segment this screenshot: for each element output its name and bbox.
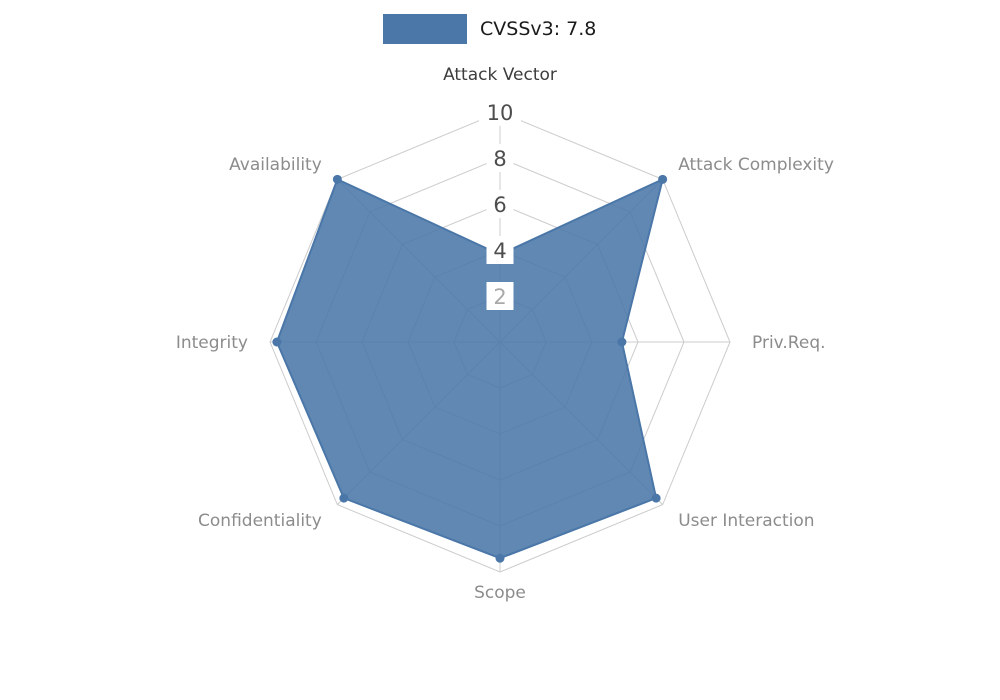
axis-label-availability: Availability xyxy=(229,155,322,175)
tick-label-bg xyxy=(486,282,514,310)
tick-label-bg xyxy=(486,236,514,264)
tick-label-bg xyxy=(486,190,514,218)
axis-label-confidentiality: Confidentiality xyxy=(198,511,322,531)
data-point xyxy=(617,337,627,347)
data-point xyxy=(339,493,349,503)
tick-label-bg xyxy=(479,98,521,126)
radial-tick-label: 8 xyxy=(493,147,506,171)
data-point xyxy=(658,174,668,184)
data-polygon xyxy=(275,178,664,560)
axis-label-user-interaction: User Interaction xyxy=(678,511,814,531)
legend-swatch xyxy=(383,14,467,44)
axis-label-priv-req: Priv.Req. xyxy=(752,333,826,353)
data-point xyxy=(651,493,661,503)
axis-label-attack-complexity: Attack Complexity xyxy=(678,155,834,175)
radial-tick-label: 2 xyxy=(493,285,506,309)
data-point xyxy=(332,174,342,184)
axis-label-attack-vector: Attack Vector xyxy=(443,65,557,85)
axis-label-scope: Scope xyxy=(474,583,526,603)
chart-legend[interactable]: CVSSv3: 7.8 xyxy=(383,14,596,44)
legend-title: CVSSv3: 7.8 xyxy=(480,18,597,40)
radial-tick-label: 6 xyxy=(493,193,506,217)
axis-label-integrity: Integrity xyxy=(176,333,248,353)
tick-label-bg xyxy=(486,144,514,172)
data-point xyxy=(495,553,505,563)
radial-tick-label: 10 xyxy=(487,101,514,125)
data-point xyxy=(272,337,282,347)
radial-tick-label: 4 xyxy=(493,239,506,263)
